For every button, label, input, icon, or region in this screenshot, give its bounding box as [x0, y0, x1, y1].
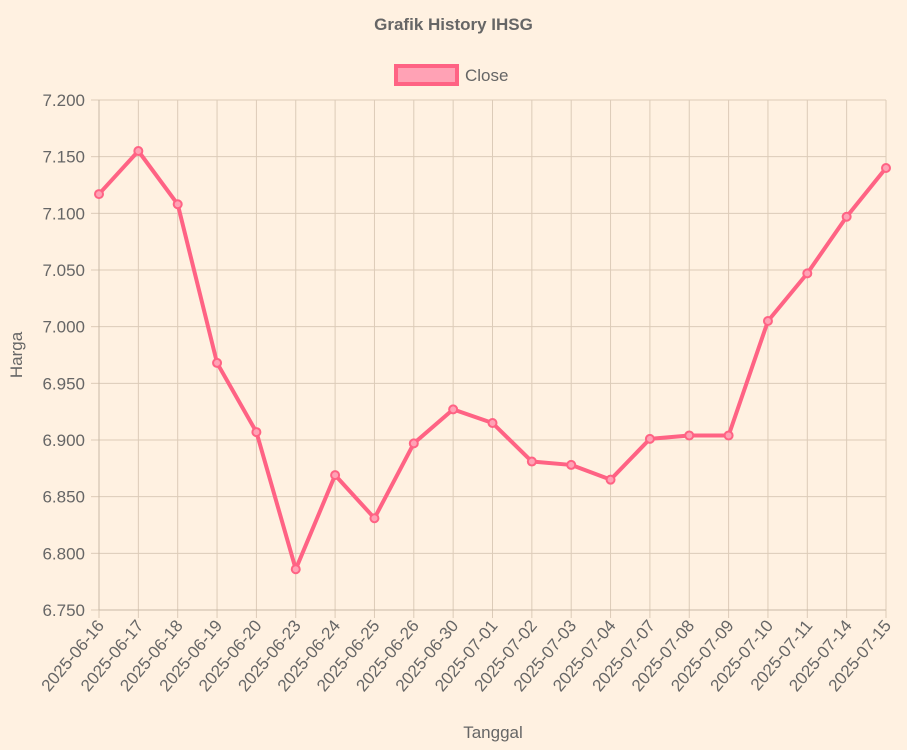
y-tick-label: 7.150: [42, 148, 85, 167]
y-tick-label: 6.750: [42, 601, 85, 620]
y-axis-title: Harga: [7, 331, 26, 378]
data-point[interactable]: [448, 404, 459, 415]
legend-label-close[interactable]: Close: [465, 66, 508, 85]
data-point[interactable]: [841, 211, 852, 222]
data-point[interactable]: [408, 438, 419, 449]
y-tick-label: 7.100: [42, 204, 85, 223]
data-point[interactable]: [369, 513, 380, 524]
grid: [91, 99, 887, 618]
chart-title: Grafik History IHSG: [374, 15, 533, 34]
data-point[interactable]: [881, 163, 891, 173]
data-point[interactable]: [605, 474, 616, 485]
data-point[interactable]: [526, 456, 537, 467]
data-point[interactable]: [644, 433, 655, 444]
data-point[interactable]: [566, 459, 577, 470]
data-point[interactable]: [133, 146, 144, 156]
data-point[interactable]: [330, 470, 341, 481]
y-tick-label: 6.950: [42, 374, 85, 393]
axes: [98, 100, 886, 611]
x-axis-title: Tanggal: [463, 723, 523, 742]
y-tick-label: 7.000: [42, 318, 85, 337]
data-point[interactable]: [94, 189, 104, 200]
data-point[interactable]: [290, 564, 301, 575]
y-tick-label: 6.900: [42, 431, 85, 450]
data-point[interactable]: [212, 357, 223, 368]
data-point[interactable]: [172, 199, 183, 210]
y-tick-label: 6.800: [42, 544, 85, 563]
y-tick-label: 6.850: [42, 488, 85, 507]
data-point[interactable]: [487, 418, 498, 428]
data-point[interactable]: [723, 430, 734, 441]
data-point[interactable]: [802, 268, 813, 279]
y-axis-ticks: 6.750 6.800 6.850 6.900 6.950 7.000 7.050 7.100…: [42, 91, 85, 620]
series-close: [94, 146, 891, 575]
x-axis-ticks: 2025-06-162025-06-172025-06-182025-06-19…: [38, 616, 895, 695]
data-point[interactable]: [684, 430, 695, 441]
data-point[interactable]: [762, 316, 773, 326]
legend-swatch-close[interactable]: [394, 64, 459, 86]
y-tick-label: 7.200: [42, 91, 85, 110]
data-point[interactable]: [251, 427, 262, 438]
y-tick-label: 7.050: [42, 261, 85, 280]
legend[interactable]: Close: [394, 64, 508, 86]
